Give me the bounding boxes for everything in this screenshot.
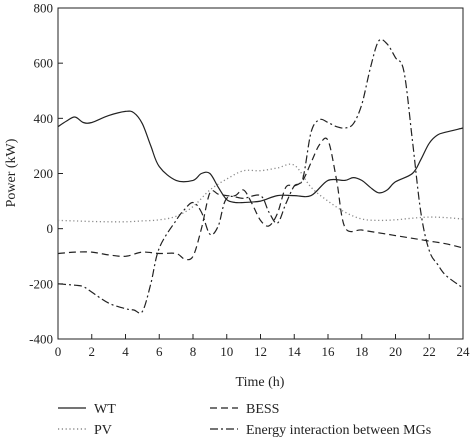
y-tick-label: 200 <box>34 166 54 181</box>
y-tick-label: 0 <box>47 221 54 236</box>
x-tick-label: 2 <box>89 344 96 359</box>
x-tick-label: 4 <box>122 344 129 359</box>
x-tick-label: 18 <box>355 344 368 359</box>
series-line-pv <box>57 163 464 223</box>
x-tick-label: 0 <box>55 344 62 359</box>
x-tick-label: 14 <box>288 344 302 359</box>
series-line-bess <box>57 137 464 261</box>
x-tick-label: 10 <box>220 344 233 359</box>
legend-label: BESS <box>246 402 279 417</box>
x-tick-label: 20 <box>389 344 402 359</box>
series-lines <box>57 38 464 314</box>
legend-label: PV <box>94 423 112 438</box>
x-tick-label: 22 <box>423 344 436 359</box>
y-tick-label: -400 <box>29 332 53 347</box>
plot-area <box>57 7 464 340</box>
x-tick-label: 8 <box>190 344 197 359</box>
x-tick-label: 16 <box>322 344 336 359</box>
y-tick-label: 600 <box>34 56 54 71</box>
y-tick-label: -200 <box>29 276 53 291</box>
legend: WT PV BESS Energy interaction between MGs <box>58 402 431 438</box>
y-tick-label: 800 <box>34 1 54 16</box>
x-axis-label: Time (h) <box>236 375 285 390</box>
plot-frame <box>57 7 464 340</box>
legend-label: Energy interaction between MGs <box>246 423 431 438</box>
axis-ticks: 0 2 4 6 8 10 12 14 16 18 20 22 24-400-20002004006008… <box>29 1 470 360</box>
y-tick-label: 400 <box>34 111 54 126</box>
x-tick-label: 6 <box>156 344 163 359</box>
y-axis-label: Power (kW) <box>4 138 19 207</box>
series-line-energy-interaction-between-mgs <box>57 38 464 314</box>
legend-label: WT <box>94 402 116 417</box>
x-tick-label: 12 <box>254 344 267 359</box>
x-tick-label: 24 <box>457 344 471 359</box>
series-line-wt <box>57 110 464 204</box>
